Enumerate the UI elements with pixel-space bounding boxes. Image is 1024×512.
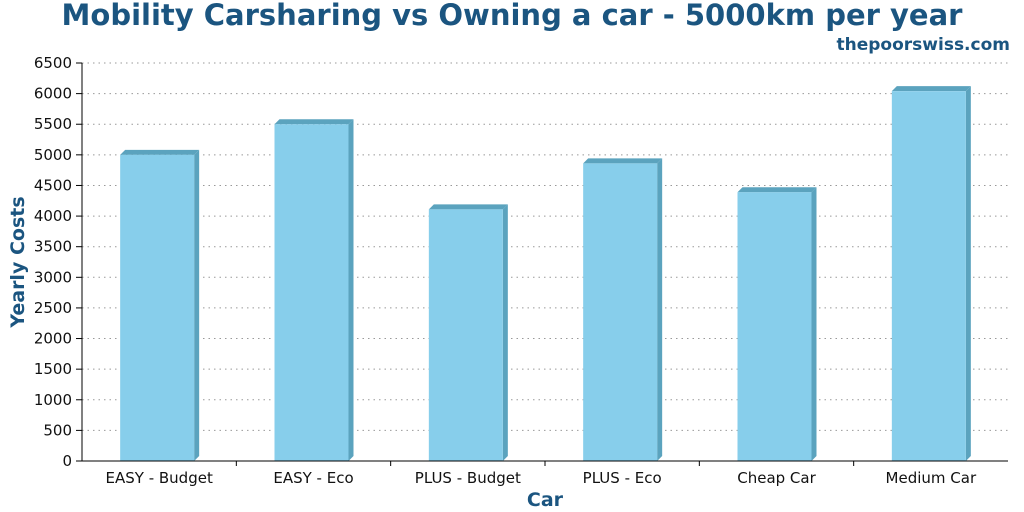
bar	[274, 119, 354, 461]
bar-side	[194, 149, 200, 461]
y-tick-label: 5000	[34, 146, 72, 164]
grid-lines	[82, 62, 1008, 431]
bar	[428, 204, 508, 461]
bar-face	[274, 124, 349, 461]
x-tick-label: Cheap Car	[737, 469, 816, 487]
x-tick-label: EASY - Eco	[273, 469, 353, 487]
axes	[81, 63, 1008, 462]
bar-face	[891, 91, 966, 462]
bar-side	[657, 158, 663, 461]
bar-side	[965, 86, 971, 462]
bar-face	[737, 192, 812, 461]
bar-side	[502, 204, 508, 461]
chart-title: Mobility Carsharing vs Owning a car - 50…	[61, 0, 963, 32]
bar	[120, 149, 200, 461]
bar	[891, 86, 971, 462]
x-tick-label: Medium Car	[886, 469, 977, 487]
x-tick-label: EASY - Budget	[106, 469, 213, 487]
bar	[737, 187, 817, 461]
y-axis-title: Yearly Costs	[7, 196, 29, 328]
x-tick-label: PLUS - Eco	[583, 469, 662, 487]
y-tick-label: 0	[62, 452, 72, 470]
bar-face	[583, 163, 658, 461]
y-tick-label: 4500	[34, 176, 72, 194]
bar-top	[274, 119, 354, 125]
bar-top	[583, 158, 663, 164]
bar-top	[428, 204, 508, 210]
bar	[583, 158, 663, 461]
y-tick-label: 4000	[34, 207, 72, 225]
bars	[120, 86, 971, 462]
y-tick-label: 6500	[34, 54, 72, 72]
x-axis-title: Car	[527, 489, 564, 511]
chart-subtitle: thepoorswiss.com	[836, 35, 1011, 55]
y-tick-label: 2500	[34, 299, 72, 317]
x-axis-ticks: EASY - Budget EASY - Eco PLUS - Budget PLUS…	[106, 461, 977, 487]
y-tick-label: 3000	[34, 268, 72, 286]
bar-top	[891, 86, 971, 92]
x-tick-label: PLUS - Budget	[415, 469, 521, 487]
bar-side	[348, 119, 354, 461]
y-tick-label: 2000	[34, 330, 72, 348]
bar-top	[737, 187, 817, 193]
y-tick-label: 1500	[34, 360, 72, 378]
bar-face	[428, 209, 503, 461]
y-tick-label: 500	[43, 421, 72, 439]
y-tick-label: 3500	[34, 238, 72, 256]
y-tick-label: 1000	[34, 391, 72, 409]
y-tick-label: 5500	[34, 115, 72, 133]
bar-top	[120, 149, 200, 155]
bar-side	[811, 187, 817, 461]
y-axis-ticks: 0 500 1000 1500 2000 2500 3000 3500 4000 4500 5000…	[34, 54, 82, 470]
bar-face	[120, 154, 195, 461]
y-tick-label: 6000	[34, 85, 72, 103]
